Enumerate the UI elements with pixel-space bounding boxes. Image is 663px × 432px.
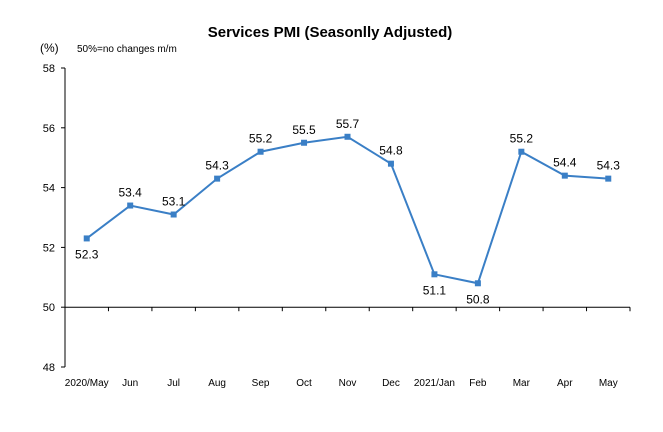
data-point: [83, 235, 90, 242]
data-label: 52.3: [75, 247, 99, 261]
data-point: [301, 139, 308, 146]
data-label: 55.2: [510, 132, 534, 146]
data-point: [431, 271, 438, 278]
data-point: [387, 160, 394, 167]
data-label: 54.4: [553, 156, 577, 170]
data-label: 54.3: [597, 159, 621, 173]
y-tick-label: 54: [43, 183, 55, 195]
data-point: [605, 175, 612, 182]
data-point: [214, 175, 221, 182]
x-tick-label: Mar: [513, 378, 531, 389]
x-tick-label: Sep: [252, 378, 270, 389]
data-label: 55.5: [292, 123, 316, 137]
data-labels-group: 52.3 53.4 53.1 54.3 55.2 55.5 55.7 54.8 51.1 50.8…: [75, 117, 620, 307]
baseline-note: 50%=no changes m/m: [77, 44, 177, 55]
reference-line-group: [64, 306, 631, 312]
y-tick-label: 56: [43, 123, 55, 135]
data-point: [170, 211, 177, 218]
data-point: [344, 133, 351, 140]
data-point: [474, 280, 481, 287]
x-axis-ticks: 2020/May Jun Jul Aug Sep Oct Nov Dec 2021/Jan Feb…: [65, 378, 618, 389]
data-label: 55.2: [249, 132, 273, 146]
data-label: 53.4: [119, 186, 143, 200]
x-tick-label: Apr: [557, 378, 573, 389]
chart-title: Services PMI (Seasonlly Adjusted): [208, 24, 453, 41]
x-tick-label: 2020/May: [65, 378, 109, 389]
data-label: 51.1: [423, 283, 447, 297]
x-tick-label: 2021/Jan: [414, 378, 455, 389]
data-label: 54.3: [205, 159, 229, 173]
data-label: 53.1: [162, 195, 186, 209]
x-tick-label: Nov: [339, 378, 357, 389]
x-tick-label: Jun: [122, 378, 138, 389]
data-label: 54.8: [379, 144, 403, 158]
data-point: [518, 148, 525, 155]
x-tick-label: Aug: [208, 378, 226, 389]
series-line: [86, 135, 609, 285]
y-tick-label: 48: [43, 362, 55, 374]
y-tick-label: 50: [43, 302, 55, 314]
x-tick-label: Jul: [167, 378, 180, 389]
data-label: 50.8: [466, 292, 490, 306]
y-axis-ticks: 48 50 52 54 56 58: [43, 63, 65, 374]
x-tick-label: Feb: [469, 378, 487, 389]
y-tick-label: 58: [43, 63, 55, 75]
unit-label: (%): [40, 41, 59, 55]
data-point: [561, 172, 568, 179]
data-point: [127, 202, 134, 209]
data-label: 55.7: [336, 117, 360, 131]
x-tick-label: Dec: [382, 378, 400, 389]
x-tick-label: Oct: [296, 378, 312, 389]
y-tick-label: 52: [43, 242, 55, 254]
data-point: [257, 148, 264, 155]
series-group: [83, 133, 612, 287]
x-tick-label: May: [599, 378, 618, 389]
